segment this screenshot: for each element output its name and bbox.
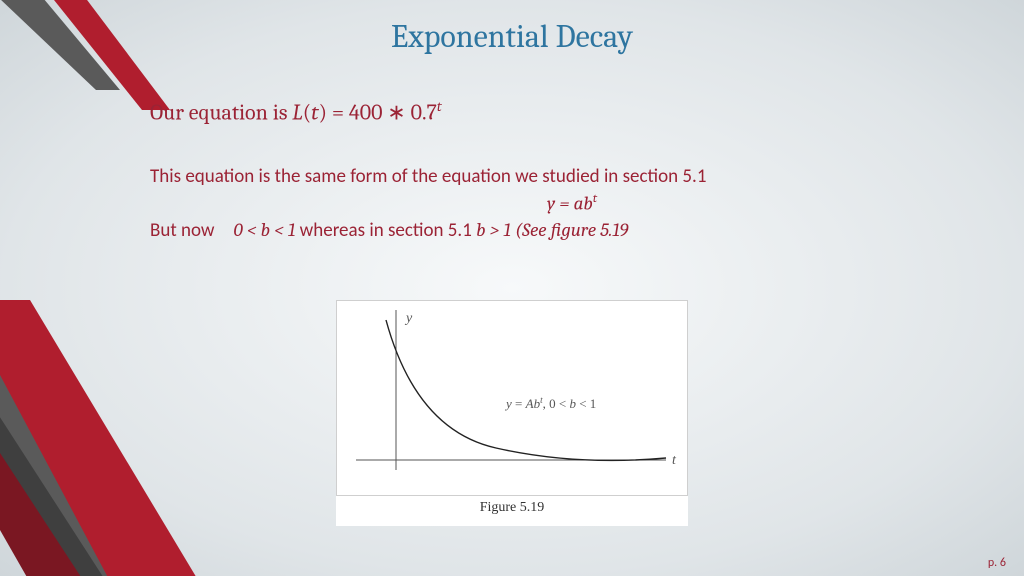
- figure-svg: y t y = Abt, 0 < b < 1: [336, 300, 688, 496]
- content-area: Our equation is L(t) = 400 ∗ 0.7t This e…: [150, 98, 994, 272]
- figure-5-19: y t y = Abt, 0 < b < 1 Figure 5.19: [336, 300, 688, 526]
- axis-label-y: y: [404, 311, 413, 326]
- eq-rhs: = 400 ∗ 0.7: [327, 99, 437, 125]
- curve-label: y = Abt, 0 < b < 1: [504, 395, 596, 411]
- eq-func: L: [292, 99, 302, 125]
- l3-a: But now: [150, 219, 234, 242]
- eq-center-base: y = ab: [547, 193, 593, 215]
- eq-exp: t: [437, 98, 442, 115]
- stripe-light-bottom: [0, 330, 160, 576]
- axis-label-t: t: [672, 453, 677, 468]
- eq-prefix: Our equation is: [150, 99, 292, 125]
- equation-main: Our equation is L(t) = 400 ∗ 0.7t: [150, 98, 994, 125]
- eq-center-exp: t: [593, 192, 597, 206]
- figure-caption: Figure 5.19: [336, 500, 688, 516]
- l3-ineq: 0 < b < 1: [234, 219, 296, 241]
- decay-curve: [386, 320, 666, 460]
- body-eq-center: y = abt: [150, 192, 994, 214]
- stripe-red-bottom: [0, 300, 210, 576]
- stripe-red-top: [38, 0, 170, 110]
- l3-b: whereas in section 5.1: [295, 219, 476, 242]
- stripe-reddark-bottom: [0, 450, 96, 576]
- l3-d: (See figure 5.19: [511, 219, 628, 241]
- l3-c: b > 1: [476, 219, 511, 241]
- body-line-2: But now 0 < b < 1 whereas in section 5.1…: [150, 219, 994, 242]
- eq-arg: t: [311, 99, 318, 125]
- page-number: p. 6: [988, 556, 1006, 570]
- page-title: Exponential Decay: [0, 18, 1024, 55]
- body-line-1: This equation is the same form of the eq…: [150, 165, 994, 188]
- stripe-grey-bottom: [0, 370, 140, 576]
- stripe-greydark-bottom: [0, 408, 118, 576]
